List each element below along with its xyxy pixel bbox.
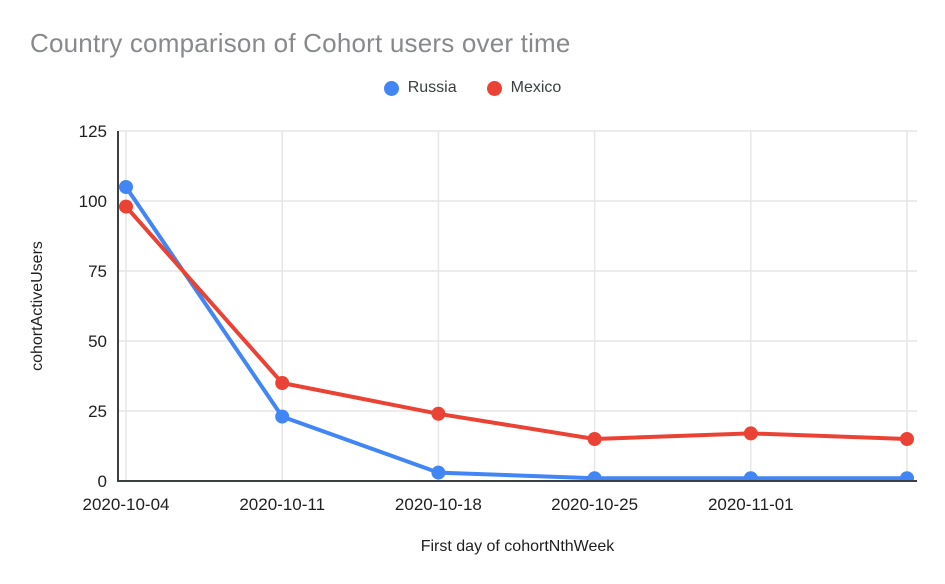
data-point-mexico[interactable] bbox=[431, 406, 446, 421]
y-tick-label: 75 bbox=[88, 262, 107, 281]
legend-item-russia: Russia bbox=[383, 79, 457, 97]
data-point-russia[interactable] bbox=[431, 465, 446, 480]
y-tick-label: 100 bbox=[79, 192, 107, 211]
series-line-mexico bbox=[124, 204, 909, 441]
data-point-mexico[interactable] bbox=[119, 199, 133, 214]
y-tick-label: 0 bbox=[98, 472, 107, 491]
data-point-russia[interactable] bbox=[275, 409, 290, 424]
series-line-russia bbox=[124, 185, 909, 481]
legend-swatch-circle-icon bbox=[486, 80, 502, 96]
y-tick-label: 50 bbox=[88, 332, 107, 351]
data-point-russia[interactable] bbox=[900, 471, 914, 485]
data-point-mexico[interactable] bbox=[587, 432, 602, 446]
x-tick-label: 2020-10-04 bbox=[83, 495, 170, 514]
data-point-mexico[interactable] bbox=[743, 426, 758, 441]
chart-title: Country comparison of Cohort users over … bbox=[30, 28, 571, 58]
data-point-russia[interactable] bbox=[587, 471, 602, 485]
x-tick-label: 2020-10-18 bbox=[395, 495, 482, 514]
x-tick-label: 2020-11-01 bbox=[708, 495, 794, 514]
x-axis-title: First day of cohortNthWeek bbox=[420, 538, 615, 555]
legend-label: Russia bbox=[407, 79, 457, 96]
series-russia bbox=[119, 180, 914, 485]
x-tick-label: 2020-10-11 bbox=[239, 495, 325, 514]
legend-label: Mexico bbox=[510, 79, 562, 96]
legend-item-mexico: Mexico bbox=[486, 79, 562, 97]
y-tick-label: 125 bbox=[79, 122, 107, 141]
series-mexico bbox=[119, 199, 914, 446]
chart-legend: Russia Mexico bbox=[0, 79, 945, 97]
legend-swatch-circle-icon bbox=[383, 80, 399, 96]
data-point-russia[interactable] bbox=[743, 471, 758, 485]
data-point-mexico[interactable] bbox=[275, 376, 290, 390]
x-tick-label: 2020-10-25 bbox=[551, 495, 638, 514]
y-tick-label: 25 bbox=[88, 402, 107, 421]
data-point-russia[interactable] bbox=[119, 180, 133, 194]
data-point-mexico[interactable] bbox=[900, 432, 914, 446]
